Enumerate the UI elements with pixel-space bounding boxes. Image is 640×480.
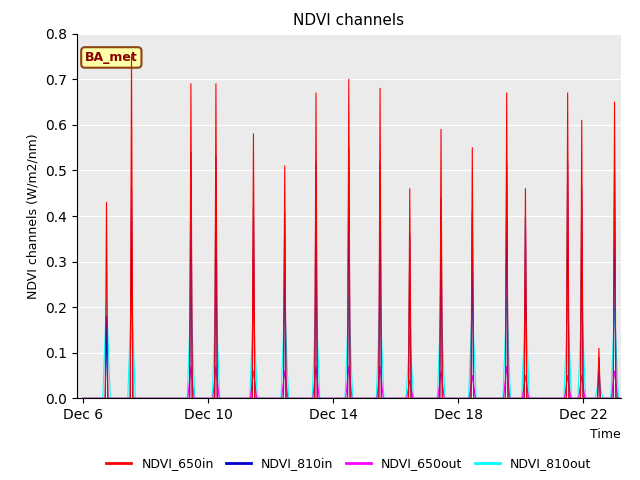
NDVI_810in xyxy=(627,396,634,401)
NDVI_810out xyxy=(478,396,486,401)
NDVI_650in xyxy=(79,396,87,401)
NDVI_650out xyxy=(444,396,452,401)
Title: NDVI channels: NDVI channels xyxy=(293,13,404,28)
NDVI_650out xyxy=(79,396,87,401)
Legend: NDVI_650in, NDVI_810in, NDVI_650out, NDVI_810out: NDVI_650in, NDVI_810in, NDVI_650out, NDV… xyxy=(101,452,596,475)
NDVI_650in xyxy=(627,396,634,401)
NDVI_650in xyxy=(444,396,452,401)
NDVI_810out xyxy=(248,354,255,360)
NDVI_810out xyxy=(172,396,179,401)
NDVI_650in xyxy=(260,396,268,401)
NDVI_650out xyxy=(172,396,179,401)
NDVI_650in xyxy=(172,396,179,401)
NDVI_650out xyxy=(627,396,634,401)
Line: NDVI_810out: NDVI_810out xyxy=(83,289,630,398)
NDVI_810out xyxy=(127,286,135,292)
NDVI_810in xyxy=(260,396,268,401)
NDVI_810in xyxy=(79,396,87,401)
NDVI_810out xyxy=(444,396,452,401)
NDVI_810in xyxy=(248,396,255,401)
NDVI_810in xyxy=(345,144,353,150)
Line: NDVI_650in: NDVI_650in xyxy=(83,56,630,398)
NDVI_650out xyxy=(580,391,588,396)
NDVI_650out xyxy=(187,364,195,370)
NDVI_810in xyxy=(172,396,179,401)
NDVI_810in xyxy=(444,396,452,401)
Y-axis label: NDVI channels (W/m2/nm): NDVI channels (W/m2/nm) xyxy=(26,133,40,299)
NDVI_650out xyxy=(260,396,268,401)
NDVI_810in xyxy=(478,396,486,401)
NDVI_810out xyxy=(260,396,268,401)
X-axis label: Time: Time xyxy=(590,428,621,441)
NDVI_810out xyxy=(79,396,87,401)
NDVI_650in xyxy=(580,396,588,401)
Line: NDVI_650out: NDVI_650out xyxy=(83,367,630,398)
NDVI_650out xyxy=(478,396,486,401)
NDVI_810in xyxy=(580,396,588,401)
NDVI_650in xyxy=(248,396,255,401)
Line: NDVI_810in: NDVI_810in xyxy=(83,147,630,398)
NDVI_650out xyxy=(248,387,255,393)
NDVI_810out xyxy=(580,362,588,368)
NDVI_810out xyxy=(627,396,634,401)
Text: BA_met: BA_met xyxy=(85,51,138,64)
NDVI_650in xyxy=(127,53,135,59)
NDVI_650in xyxy=(478,396,486,401)
